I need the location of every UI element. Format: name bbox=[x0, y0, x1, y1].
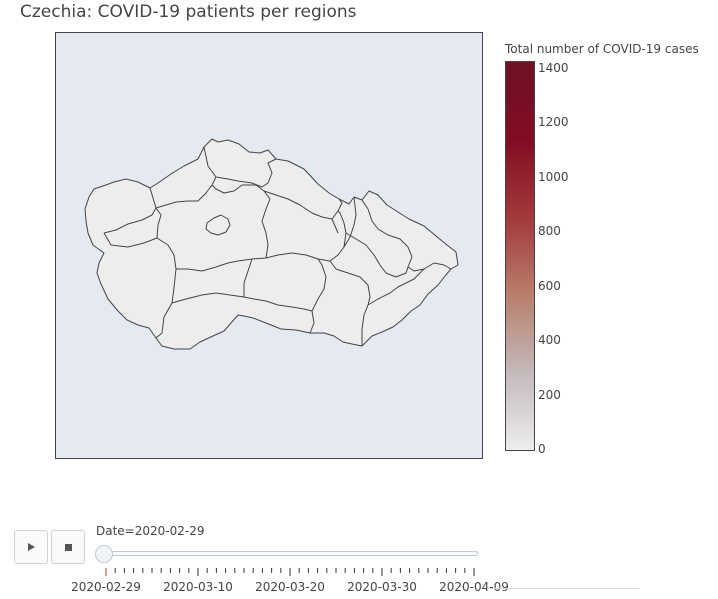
region-outline[interactable] bbox=[84, 138, 459, 350]
region-ustecky[interactable] bbox=[155, 146, 217, 239]
region-plzensky[interactable] bbox=[103, 232, 177, 339]
region-pardubicky[interactable] bbox=[265, 210, 347, 262]
region-vysocina[interactable] bbox=[243, 258, 327, 312]
region-jihocesky[interactable] bbox=[171, 258, 253, 304]
colorbar-tick-label: 400 bbox=[538, 333, 561, 348]
region-praha[interactable] bbox=[205, 214, 231, 236]
play-icon bbox=[28, 543, 35, 551]
slider-date-label[interactable]: 2020-03-20 bbox=[255, 580, 325, 594]
slider-handle[interactable] bbox=[95, 545, 113, 563]
play-button[interactable] bbox=[14, 530, 48, 564]
region-jihomoravsky[interactable] bbox=[309, 260, 371, 346]
region-stredocesky[interactable] bbox=[176, 184, 271, 272]
colorbar-tick-label: 1200 bbox=[538, 115, 569, 130]
colorbar-tick-label: 1400 bbox=[538, 61, 569, 75]
slider-track[interactable] bbox=[100, 551, 478, 556]
colorbar-tick-label: 0 bbox=[538, 442, 546, 456]
colorbar-title: Total number of COVID-19 cases bbox=[505, 42, 699, 56]
stop-button[interactable] bbox=[51, 530, 85, 564]
map-area[interactable] bbox=[55, 32, 483, 459]
colorbar-tick-label: 800 bbox=[538, 224, 561, 239]
czechia-map[interactable] bbox=[56, 33, 484, 460]
region-olomoucky[interactable] bbox=[343, 196, 409, 278]
horizontal-scrollbar[interactable] bbox=[487, 588, 639, 599]
colorbar-tick-label: 1000 bbox=[538, 169, 569, 184]
region-zlinsky[interactable] bbox=[367, 262, 452, 306]
slider-date-label[interactable]: 2020-03-30 bbox=[347, 580, 417, 594]
slider-current-value: Date=2020-02-29 bbox=[96, 524, 205, 538]
stop-icon bbox=[64, 543, 72, 551]
colorbar bbox=[505, 61, 535, 451]
slider-date-label[interactable]: 2020-04-09 bbox=[439, 580, 509, 594]
slider-ticks bbox=[105, 568, 475, 576]
chart-title: Czechia: COVID-19 patients per regions bbox=[20, 2, 357, 22]
region-kralovehradecky[interactable] bbox=[263, 190, 343, 220]
colorbar-tick-label: 200 bbox=[538, 387, 561, 402]
region-moravskoslezsky[interactable] bbox=[361, 199, 425, 272]
slider-date-label[interactable]: 2020-02-29 bbox=[71, 580, 141, 594]
colorbar-tick-label: 600 bbox=[538, 278, 561, 293]
region-liberecky[interactable] bbox=[215, 158, 277, 188]
slider-date-label[interactable]: 2020-03-10 bbox=[163, 580, 233, 594]
